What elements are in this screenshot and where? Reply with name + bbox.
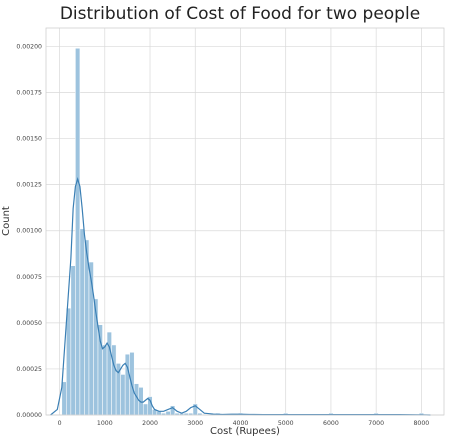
histogram-bar — [88, 261, 94, 416]
histogram-bar — [70, 265, 76, 416]
x-tick-label: 8000 — [414, 420, 430, 427]
x-tick-label: 1000 — [97, 420, 113, 427]
plot-frame — [45, 27, 445, 416]
y-tick-label: 0.00050 — [16, 320, 42, 327]
histogram-bar — [79, 228, 85, 416]
histogram-bar — [66, 307, 72, 416]
y-tick-label: 0.00125 — [16, 182, 42, 189]
histogram-bar — [111, 344, 117, 416]
x-axis-ticks: 0 1000 2000 3000 4000 5000 6000 7000 8000 — [58, 420, 430, 427]
histogram-bar — [124, 353, 130, 416]
histogram-bar — [93, 298, 99, 416]
plot-area — [45, 27, 445, 416]
histogram-bar — [142, 403, 149, 416]
x-tick-label: 7000 — [368, 420, 384, 427]
y-tick-label: 0.00100 — [16, 228, 42, 235]
histogram-bar — [61, 381, 67, 416]
x-tick-label: 4000 — [233, 420, 249, 427]
x-axis-label: Cost (Rupees) — [210, 426, 280, 437]
y-axis-label: Count — [1, 206, 12, 236]
x-tick-label: 5000 — [278, 420, 294, 427]
x-tick-label: 2000 — [142, 420, 158, 427]
x-tick-label: 0 — [58, 420, 62, 427]
chart-title: Distribution of Cost of Food for two peo… — [60, 4, 420, 24]
kde-line — [50, 177, 431, 416]
x-tick-label: 3000 — [187, 420, 203, 427]
y-tick-label: 0.00000 — [16, 412, 42, 419]
histogram-bar — [75, 48, 81, 416]
histogram-bar — [102, 344, 108, 416]
y-tick-label: 0.00075 — [16, 274, 42, 281]
y-tick-label: 0.00175 — [16, 90, 42, 97]
y-tick-label: 0.00150 — [16, 136, 42, 143]
histogram-bar — [120, 374, 126, 416]
y-axis-ticks: 0.00000 0.00025 0.00050 0.00075 0.00100 0.001… — [16, 43, 42, 419]
y-tick-label: 0.00200 — [16, 43, 42, 50]
y-tick-label: 0.00025 — [16, 366, 42, 373]
x-tick-label: 6000 — [323, 420, 339, 427]
histogram-bar — [165, 411, 171, 416]
